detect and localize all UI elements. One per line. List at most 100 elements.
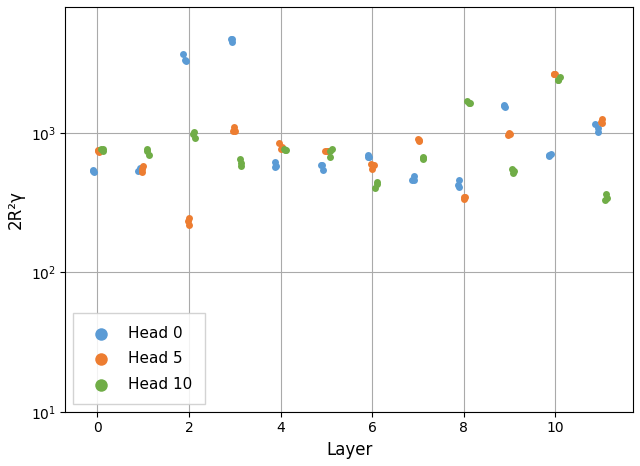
Head 0	[590, 121, 600, 128]
Head 0	[454, 184, 465, 191]
Head 0	[546, 150, 556, 158]
Head 10	[235, 155, 245, 163]
Head 0	[363, 151, 373, 158]
Head 5	[229, 123, 239, 130]
Head 0	[593, 125, 603, 132]
Head 10	[418, 153, 428, 161]
Head 10	[553, 76, 563, 83]
Legend: Head 0, Head 5, Head 10: Head 0, Head 5, Head 10	[73, 313, 205, 404]
Head 0	[181, 57, 191, 65]
Head 5	[137, 168, 147, 175]
Head 5	[549, 71, 559, 78]
Head 5	[548, 70, 559, 78]
Head 5	[458, 195, 468, 203]
Head 0	[499, 101, 509, 109]
Head 5	[596, 119, 606, 126]
Head 10	[144, 151, 154, 159]
Head 10	[98, 145, 108, 153]
Head 5	[276, 143, 287, 151]
Head 0	[317, 166, 328, 174]
Head 5	[460, 193, 470, 201]
Head 10	[189, 129, 199, 136]
Head 10	[417, 154, 428, 162]
Head 0	[364, 153, 374, 160]
Head 5	[412, 135, 422, 143]
Head 0	[88, 166, 99, 174]
Head 5	[366, 160, 376, 168]
Head 0	[316, 161, 326, 169]
Head 0	[226, 35, 236, 43]
Y-axis label: 2R²γ: 2R²γ	[7, 190, 25, 229]
Head 10	[327, 145, 337, 153]
Head 10	[464, 99, 474, 107]
Head 5	[504, 129, 514, 136]
Head 10	[418, 155, 428, 162]
Head 5	[323, 147, 333, 155]
Head 0	[316, 162, 326, 169]
Head 0	[409, 172, 419, 179]
Head 0	[544, 152, 554, 159]
Head 0	[499, 103, 509, 110]
Head 5	[274, 140, 284, 147]
Head 0	[88, 168, 99, 176]
Head 10	[279, 145, 289, 153]
Head 10	[553, 76, 563, 84]
Head 10	[281, 146, 291, 154]
Head 10	[462, 97, 472, 104]
Head 10	[141, 147, 152, 155]
Head 5	[93, 146, 103, 153]
Head 10	[236, 162, 246, 170]
Head 10	[372, 181, 382, 188]
Head 0	[500, 103, 511, 110]
Head 10	[324, 147, 335, 155]
Head 5	[322, 148, 332, 155]
Head 5	[138, 163, 148, 170]
Head 0	[544, 151, 554, 159]
Head 0	[409, 177, 419, 184]
Head 5	[367, 165, 377, 172]
Head 5	[183, 218, 193, 225]
Head 10	[600, 197, 610, 204]
Head 5	[184, 221, 195, 229]
Head 0	[269, 158, 280, 166]
Head 0	[135, 164, 145, 171]
Head 0	[227, 36, 237, 43]
Head 0	[271, 162, 282, 170]
Head 0	[363, 154, 373, 161]
Head 5	[228, 128, 239, 135]
Head 0	[227, 38, 237, 46]
Head 0	[133, 167, 143, 175]
Head 5	[596, 119, 607, 127]
Head 10	[508, 165, 518, 172]
Head 0	[454, 176, 464, 184]
Head 0	[178, 50, 188, 58]
Head 5	[184, 214, 194, 222]
Head 5	[460, 193, 470, 201]
Head 10	[601, 191, 611, 198]
Head 0	[180, 57, 190, 64]
Head 5	[502, 131, 513, 139]
Head 10	[188, 131, 198, 138]
Head 0	[406, 176, 417, 184]
Head 5	[369, 162, 379, 169]
Head 10	[236, 159, 246, 167]
Head 10	[556, 73, 566, 80]
Head 10	[141, 145, 152, 153]
Head 5	[320, 148, 330, 155]
Head 0	[88, 167, 98, 175]
Head 5	[276, 145, 286, 153]
Head 0	[593, 128, 603, 135]
Head 10	[280, 147, 291, 154]
Head 10	[189, 134, 200, 142]
Head 5	[414, 137, 424, 144]
Head 10	[509, 167, 519, 175]
Head 10	[95, 145, 106, 152]
Head 5	[414, 137, 424, 145]
Head 0	[135, 166, 145, 174]
Head 0	[269, 163, 280, 170]
Head 10	[602, 195, 612, 202]
Head 5	[94, 148, 104, 156]
Head 10	[98, 147, 108, 155]
Head 0	[453, 181, 463, 188]
Head 5	[597, 115, 607, 122]
